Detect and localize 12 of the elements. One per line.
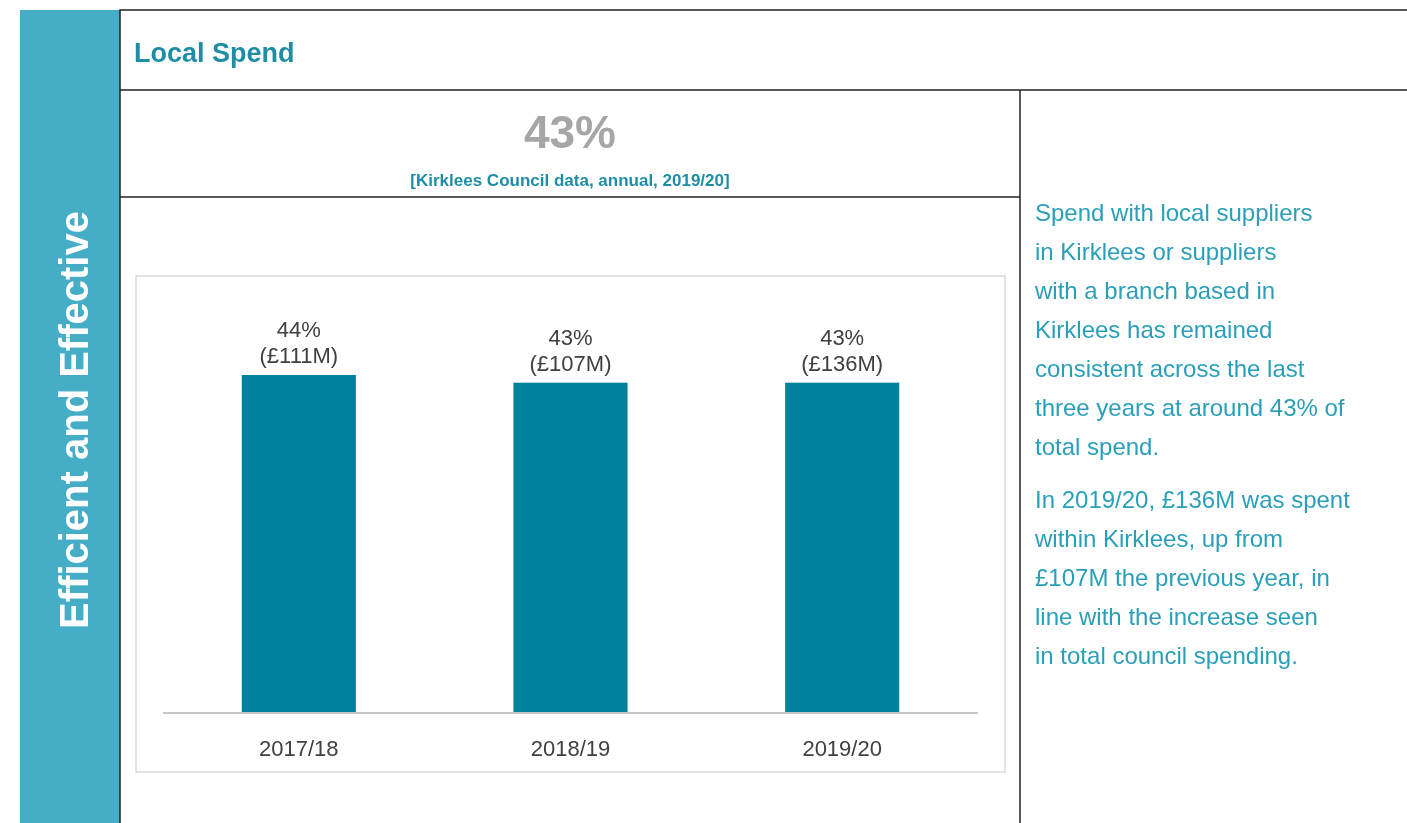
- data-label: 43% (£136M): [801, 324, 884, 376]
- text: Spend with local suppliers in Kirklees or suppliers with a branch based in Kirklees has remained consistent across the last three years at around 43% of total spend.: [1034, 199, 1345, 460]
- x-tick-label: 2019/20: [802, 736, 882, 761]
- chart-subtitle: [Kirklees Council data, annual, 2019/20]: [410, 171, 730, 190]
- text: Efficient and Effective: [52, 211, 96, 629]
- chart-title: 43%: [523, 106, 617, 158]
- x-tick-label: 2017/18: [259, 736, 339, 761]
- x-tick-label: 2018/19: [530, 736, 611, 761]
- text: In 2019/20, £136M was spent within Kirklees, up from £107M the previous year, in line with the increase seen in total council spending.: [1034, 486, 1351, 669]
- text: Local Spend: [134, 38, 295, 68]
- data-label: 43% (£107M): [529, 324, 612, 376]
- data-label: 44% (£111M): [259, 317, 339, 368]
